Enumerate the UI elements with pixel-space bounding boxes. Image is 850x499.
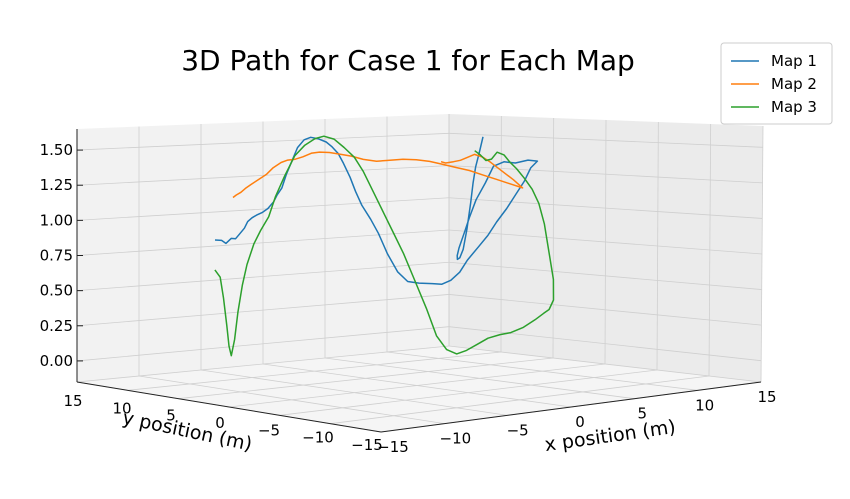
z-tick-label: 1.50 bbox=[40, 141, 73, 159]
y-tick-label: 5 bbox=[166, 407, 176, 425]
z-tick-label: 0.75 bbox=[40, 247, 73, 265]
y-tick-label: −15 bbox=[351, 436, 383, 454]
legend-box bbox=[720, 42, 833, 125]
z-tick-label: 1.00 bbox=[40, 211, 73, 229]
grid-line-y bbox=[448, 345, 762, 383]
chart-title: 3D Path for Case 1 for Each Map bbox=[181, 44, 635, 77]
x-tick-label: 5 bbox=[638, 405, 648, 423]
y-tick-label: −5 bbox=[258, 421, 280, 439]
z-axis-ticks: 0.00 0.25 0.50 0.75 1.00 1.25 1.50 bbox=[40, 141, 83, 370]
y-axis-label: y position (m) bbox=[120, 407, 254, 456]
pane-floor bbox=[77, 346, 761, 432]
grid-line-x bbox=[604, 119, 607, 365]
y-axis-ticks: 15 10 5 0 −5 −10 −15 bbox=[63, 392, 382, 454]
x-axis-ticks: −15 −10 −5 0 5 10 15 bbox=[377, 388, 776, 456]
y-axis-line bbox=[76, 381, 382, 433]
grid-line-y bbox=[324, 357, 635, 400]
legend-label-map-2: Map 2 bbox=[771, 75, 817, 93]
x-tick-label: 10 bbox=[695, 396, 714, 414]
x-tick-label: −5 bbox=[507, 421, 529, 439]
x-tick-label: 0 bbox=[575, 413, 585, 431]
legend: Map 1 Map 2 Map 3 bbox=[720, 42, 833, 125]
grid-line-x bbox=[552, 117, 555, 359]
grid-line-x bbox=[760, 125, 764, 383]
grid-line-x bbox=[708, 123, 712, 377]
grid-line-y bbox=[262, 363, 572, 408]
y-tick-label: −10 bbox=[302, 429, 334, 447]
z-tick-label: 0.00 bbox=[40, 352, 73, 370]
z-tick-label: 0.50 bbox=[40, 282, 73, 300]
z-tick-label: 1.25 bbox=[40, 176, 73, 194]
z-tick-label: 0.25 bbox=[40, 317, 73, 335]
legend-label-map-1: Map 1 bbox=[771, 52, 817, 70]
y-tick-label: 0 bbox=[215, 414, 225, 432]
x-axis-label: x position (m) bbox=[543, 416, 677, 456]
series-line-map-1 bbox=[214, 136, 539, 285]
x-axis-line bbox=[380, 381, 762, 433]
series-group bbox=[214, 135, 555, 357]
grid-line-y bbox=[200, 369, 508, 416]
x-tick-label: −15 bbox=[377, 438, 409, 456]
grid-line-x bbox=[656, 121, 659, 371]
y-tick-label: 15 bbox=[63, 392, 82, 410]
pane-right-wall bbox=[449, 114, 763, 382]
x-tick-label: −10 bbox=[440, 430, 472, 448]
x-tick-label: 15 bbox=[757, 388, 776, 406]
grid-lines bbox=[76, 114, 764, 433]
legend-label-map-3: Map 3 bbox=[771, 98, 817, 116]
series-line-map-3 bbox=[214, 135, 555, 357]
grid-line-y bbox=[138, 375, 445, 425]
y-tick-label: 10 bbox=[112, 399, 131, 417]
grid-line-y bbox=[386, 351, 698, 391]
